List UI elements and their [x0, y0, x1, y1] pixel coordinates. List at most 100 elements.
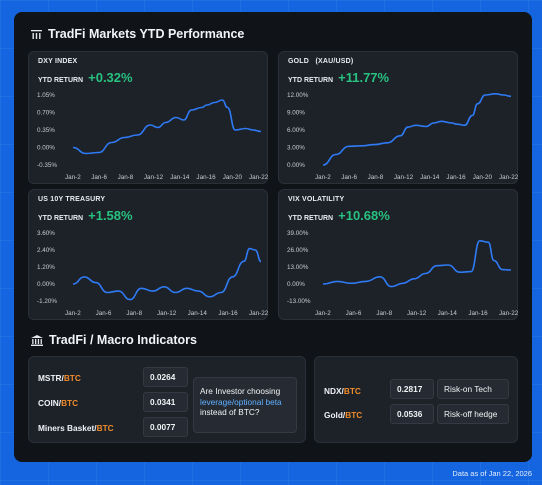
question-text-post: instead of BTC? [200, 407, 260, 417]
coin-btc-value: 0.0341 [143, 392, 188, 412]
ytd-value: +1.58% [88, 208, 133, 223]
y-tick-label: -1.20% [37, 298, 57, 305]
x-tick-label: Jan-16 [468, 310, 488, 317]
x-tick-label: Jan-16 [196, 174, 216, 181]
mstr-btc-label: MSTR/BTC [38, 373, 81, 383]
x-tick-label: Jan-12 [394, 174, 414, 181]
x-tick-label: Jan-6 [91, 174, 107, 181]
coin-btc-label: COIN/BTC [38, 398, 78, 408]
y-tick-label: 39.00% [287, 230, 309, 237]
gold-btc-value: 0.0536 [390, 404, 434, 424]
investor-question-box: Are Investor choosing leverage/optional … [193, 377, 297, 433]
y-tick-label: -13.00% [287, 298, 311, 305]
y-tick-label: 6.00% [287, 127, 305, 134]
y-tick-label: 26.00% [287, 247, 309, 254]
y-tick-label: 3.00% [287, 145, 305, 152]
ytd-row: YTD RETURN +0.32% [38, 70, 133, 85]
ytd-label: YTD RETURN [288, 215, 334, 222]
series-line [322, 240, 512, 288]
ytd-label: YTD RETURN [288, 77, 334, 84]
us10y-line-chart: 3.60% 2.40% 1.20% 0.00% -1.20% Jan-2 Jan-6 Jan-… [37, 230, 269, 317]
macro-left-card: MSTR/BTC 0.0264 COIN/BTC 0.0341 Miners B… [28, 356, 306, 443]
series-line [72, 247, 262, 301]
x-tick-label: Jan-14 [420, 174, 440, 181]
card-label: US 10Y TREASURY [38, 196, 106, 203]
mstr-btc-value: 0.0264 [143, 367, 188, 387]
series-line [72, 99, 262, 155]
ytd-row: YTD RETURN +11.77% [288, 70, 389, 85]
y-tick-label: 0.00% [287, 281, 305, 288]
ndx-btc-label: NDX/BTC [324, 386, 361, 396]
y-tick-label: 13.00% [287, 264, 309, 271]
x-tick-label: Jan-20 [473, 174, 493, 181]
x-tick-label: Jan-14 [438, 310, 458, 317]
y-tick-label: 1.05% [37, 92, 55, 99]
vix-line-chart: 39.00% 26.00% 13.00% 0.00% -13.00% Jan-2 Jan-6… [287, 230, 519, 317]
macro-section-title: TradFi / Macro Indicators [31, 333, 197, 347]
y-tick-label: 2.40% [37, 247, 55, 254]
btc-suffix: BTC [61, 398, 79, 408]
x-tick-label: Jan-22 [249, 174, 269, 181]
x-tick-label: Jan-14 [188, 310, 208, 317]
y-tick-label: 0.00% [37, 281, 55, 288]
series-line [322, 93, 512, 166]
vix-card: VIX VOLATILITY YTD RETURN +10.68% 39.00%… [278, 189, 519, 320]
us10y-card: US 10Y TREASURY YTD RETURN +1.58% 3.60% 2… [28, 189, 269, 320]
btc-suffix: BTC [96, 423, 114, 433]
x-tick-label: Jan-22 [499, 174, 519, 181]
x-tick-label: Jan-22 [499, 310, 519, 317]
card-label: GOLD (XAU/USD) [288, 58, 354, 65]
ytd-label: YTD RETURN [38, 215, 84, 222]
macro-title: TradFi / Macro Indicators [49, 333, 197, 347]
gold-card: GOLD (XAU/USD) YTD RETURN +11.77% 12.00%… [278, 51, 519, 184]
pair-name: Miners Basket/ [38, 423, 97, 433]
x-tick-label: Jan-8 [118, 174, 134, 181]
pair-name: Gold/ [324, 410, 346, 420]
ytd-label: YTD RETURN [38, 77, 84, 84]
pair-name: NDX/ [324, 386, 344, 396]
macro-right-card: NDX/BTC 0.2817 Risk-on Tech Gold/BTC 0.0… [314, 356, 518, 443]
x-tick-label: Jan-2 [65, 174, 81, 181]
markets-title: TradFi Markets YTD Performance [48, 27, 245, 41]
x-tick-label: Jan-22 [249, 310, 269, 317]
y-tick-label: 0.00% [287, 162, 305, 169]
ytd-row: YTD RETURN +1.58% [38, 208, 133, 223]
y-tick-label: 1.20% [37, 264, 55, 271]
risk-on-tag: Risk-on Tech [437, 379, 509, 399]
ytd-value: +0.32% [88, 70, 133, 85]
y-tick-label: 0.35% [37, 127, 55, 134]
x-tick-label: Jan-2 [315, 174, 331, 181]
miners-btc-value: 0.0077 [143, 417, 188, 437]
x-tick-label: Jan-12 [157, 310, 177, 317]
x-tick-label: Jan-8 [126, 310, 142, 317]
markets-section-title: TradFi Markets YTD Performance [31, 27, 244, 41]
ndx-btc-value: 0.2817 [390, 379, 434, 399]
dxy-line-chart: 1.05% 0.70% 0.35% 0.00% -0.35% Jan-2 Jan-6 Jan-… [37, 92, 269, 181]
x-tick-label: Jan-16 [446, 174, 466, 181]
btc-suffix: BTC [343, 386, 361, 396]
bank-icon [31, 334, 43, 346]
x-tick-label: Jan-6 [96, 310, 112, 317]
x-tick-label: Jan-6 [346, 310, 362, 317]
y-tick-label: 9.00% [287, 110, 305, 117]
x-tick-label: Jan-14 [170, 174, 190, 181]
pair-name: COIN/ [38, 398, 62, 408]
gold-btc-label: Gold/BTC [324, 410, 362, 420]
risk-off-tag: Risk-off hedge [437, 404, 509, 424]
x-tick-label: Jan-2 [65, 310, 81, 317]
x-tick-label: Jan-2 [315, 310, 331, 317]
ytd-row: YTD RETURN +10.68% [288, 208, 390, 223]
data-as-of-footer: Data as of Jan 22, 2026 [452, 469, 532, 478]
card-label: DXY INDEX [38, 58, 78, 65]
btc-suffix: BTC [63, 373, 81, 383]
x-tick-label: Jan-20 [223, 174, 243, 181]
question-highlight: leverage/optional beta [200, 396, 282, 407]
x-tick-label: Jan-6 [341, 174, 357, 181]
gold-line-chart: 12.00% 9.00% 6.00% 3.00% 0.00% Jan-2 Jan-6 Jan-… [287, 92, 519, 181]
x-tick-label: Jan-8 [368, 174, 384, 181]
y-tick-label: 12.00% [287, 92, 309, 99]
x-tick-label: Jan-8 [376, 310, 392, 317]
x-tick-label: Jan-12 [144, 174, 164, 181]
miners-btc-label: Miners Basket/BTC [38, 423, 114, 433]
pair-name: MSTR/ [38, 373, 64, 383]
